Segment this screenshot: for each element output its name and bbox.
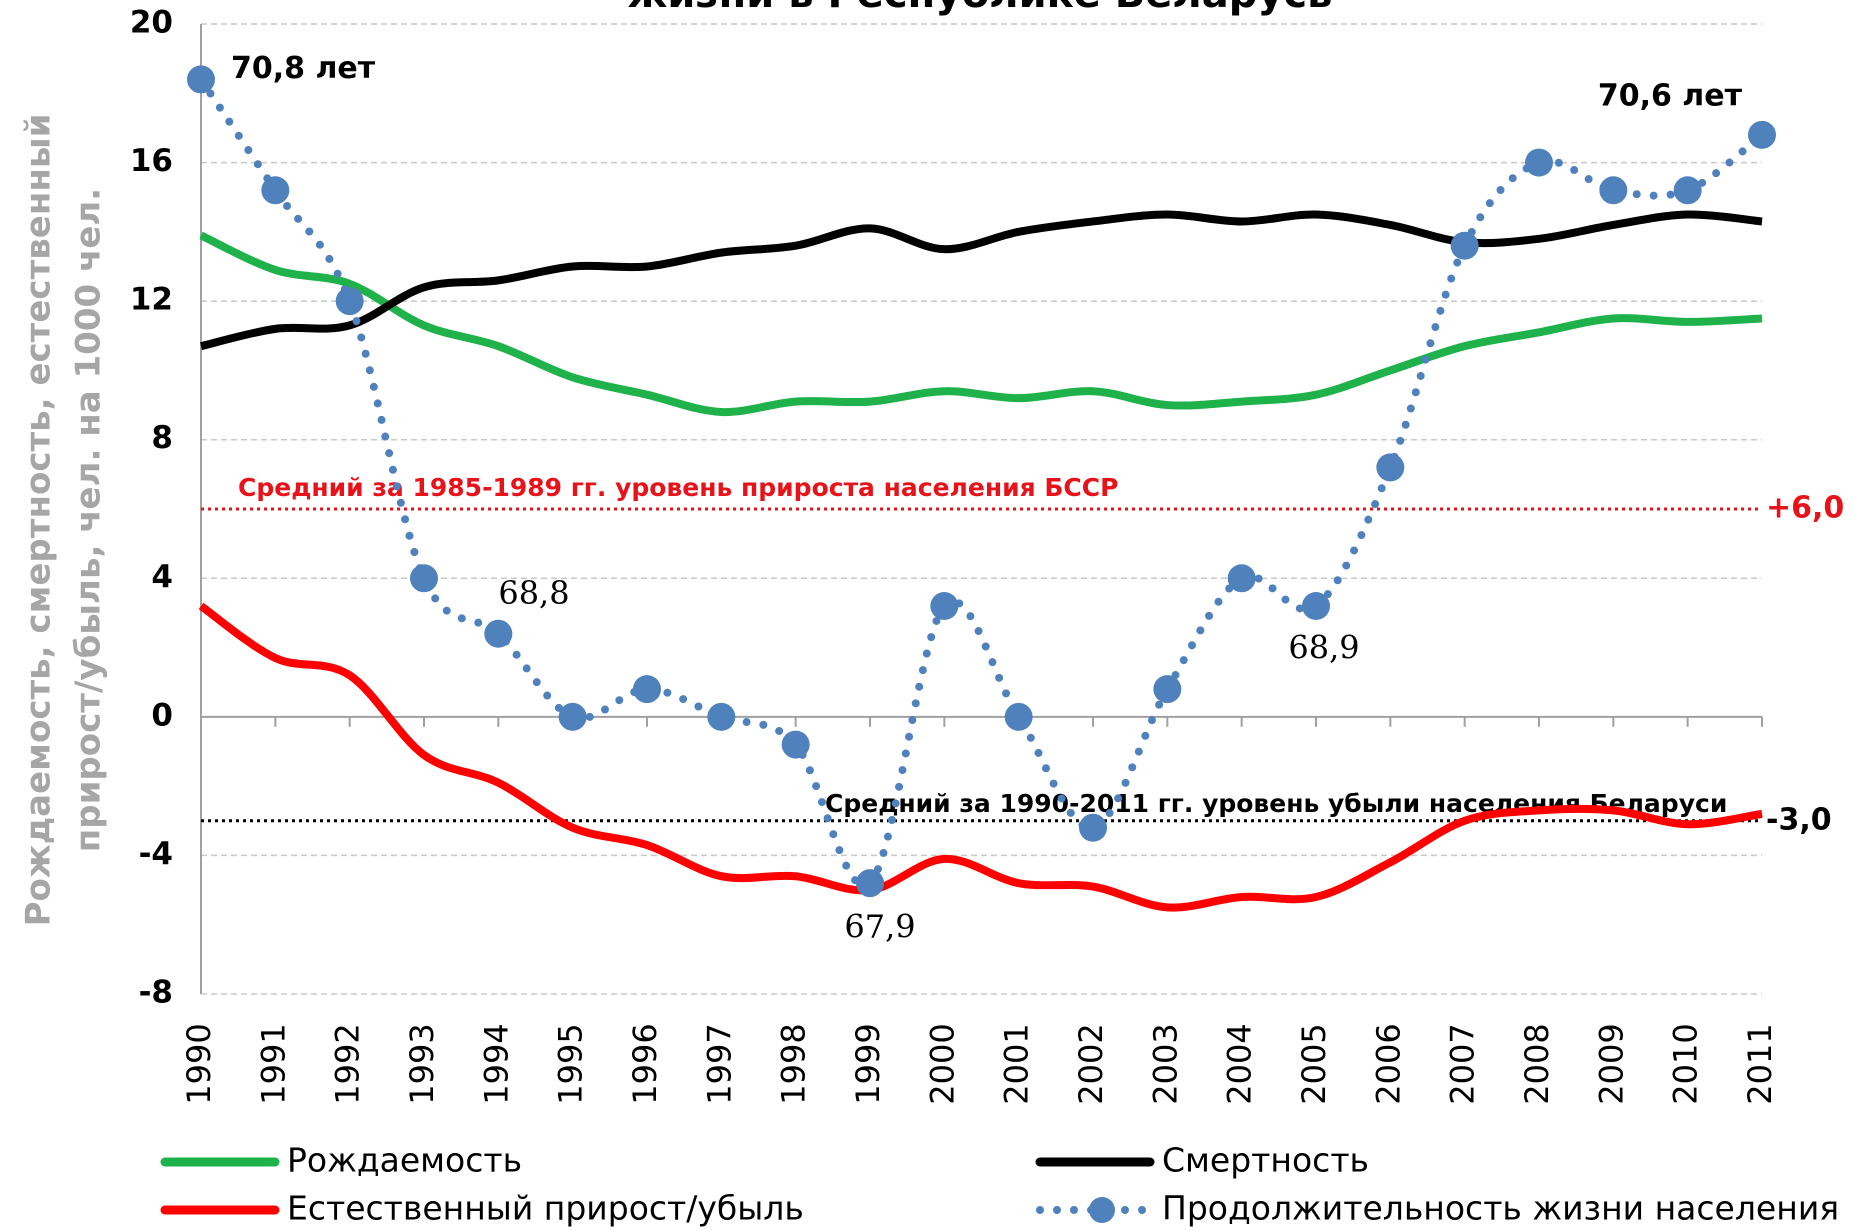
x-tick-label: 2008 [1518,1023,1556,1104]
data-point [1673,176,1702,205]
y-tick-label: 20 [130,5,173,41]
data-point [1450,231,1479,260]
data-point [1227,564,1256,593]
x-tick-label: 1996 [626,1023,664,1104]
y-axis-label-line: прирост/убыль, чел. на 1000 чел. [69,188,109,852]
reference-text: Средний за 1985-1989 гг. уровень прирост… [238,473,1118,502]
x-tick-label: 2005 [1295,1023,1333,1104]
data-point [1376,453,1405,482]
data-point [707,702,736,731]
x-tick-label: 2010 [1667,1023,1705,1104]
data-label: 70,8 лет [231,51,376,86]
y-tick-label: -4 [139,836,173,872]
data-point [1153,675,1182,704]
data-point [781,730,810,759]
data-point [187,65,215,94]
data-label: 70,6 лет [1598,78,1743,113]
data-point [633,675,661,704]
y-axis-label-line: Рождаемость, смертность, естественный [19,114,59,927]
data-label: 68,9 [1288,629,1359,667]
series-line [199,231,1763,417]
y-tick-label: 16 [130,143,173,179]
series-line [197,75,1766,890]
data-point [261,176,290,205]
x-tick-label: 1998 [775,1023,813,1104]
x-tick-label: 2002 [1072,1023,1110,1104]
data-point [410,564,438,593]
data-point [335,287,364,316]
legend-label: Продолжительность жизни населения [1162,1189,1839,1228]
y-tick-label: -8 [139,975,173,1011]
data-label: 67,9 [844,908,915,946]
data-point [856,869,884,898]
legend-label: Рождаемость [287,1141,522,1180]
chart-title: жизни в Республике Беларусь [628,0,1333,17]
y-tick-label: 4 [151,559,173,595]
reference-value-label: -3,0 [1766,802,1832,837]
data-point [930,592,959,620]
data-point [558,702,587,731]
x-tick-label: 2004 [1221,1023,1259,1104]
x-tick-label: 1993 [403,1023,441,1104]
reference-value-label: +6,0 [1766,491,1844,526]
x-tick-label: 2000 [923,1023,961,1104]
data-point [1302,592,1330,620]
x-tick-label: 2003 [1146,1023,1184,1104]
x-tick-label: 1999 [849,1023,887,1104]
series-line [200,210,1763,351]
data-point [1525,148,1553,177]
data-point [1599,176,1628,205]
x-tick-label: 1994 [477,1023,515,1104]
x-tick-label: 1997 [700,1023,738,1104]
x-tick-label: 1992 [329,1023,367,1104]
x-tick-label: 2001 [998,1023,1036,1104]
legend-marker [1089,1197,1115,1223]
x-tick-label: 1991 [254,1023,292,1104]
y-tick-label: 8 [151,420,173,456]
y-axis-label: Рождаемость, смертность, естественный пр… [19,114,109,927]
legend-label: Смертность [1162,1141,1369,1180]
x-tick-label: 2009 [1592,1023,1630,1104]
data-point [484,619,513,648]
y-tick-label: 0 [151,697,173,733]
y-tick-label: 12 [130,282,173,318]
x-tick-label: 2007 [1444,1023,1482,1104]
data-label: 68,8 [498,574,569,612]
data-point [1004,702,1033,731]
reference-text: Средний за 1990-2011 гг. уровень убыли н… [825,789,1727,818]
legend-label: Естественный прирост/убыль [287,1189,804,1228]
x-tick-label: 1990 [180,1023,218,1104]
x-tick-label: 1995 [552,1023,590,1104]
data-point [1748,120,1776,149]
data-point [1079,813,1107,842]
x-tick-label: 2006 [1369,1023,1407,1104]
x-tick-label: 2011 [1741,1023,1779,1104]
series-line [198,602,1763,912]
